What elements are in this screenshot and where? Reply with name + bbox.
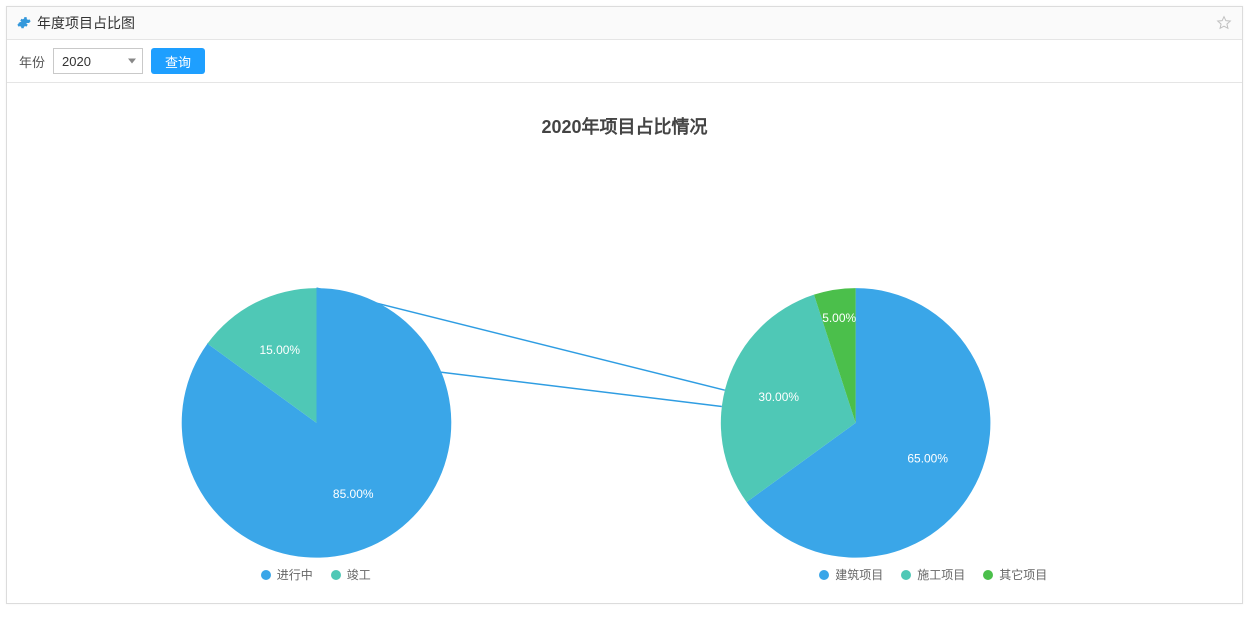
slice-label: 30.00%	[758, 390, 799, 404]
legend-label: 进行中	[277, 566, 313, 583]
year-select-value: 2020	[62, 54, 91, 69]
legend-dot	[261, 570, 271, 580]
slice-label: 15.00%	[259, 343, 300, 357]
legend-label: 建筑项目	[835, 566, 883, 583]
star-icon[interactable]	[1216, 15, 1232, 31]
slice-label: 5.00%	[822, 311, 856, 325]
legend-dot	[331, 570, 341, 580]
chart-area: 2020年项目占比情况 85.00%15.00% 65.00%30.00%5.0…	[7, 83, 1242, 603]
panel-title: 年度项目占比图	[37, 13, 135, 33]
slice-label: 85.00%	[333, 487, 374, 501]
chevron-down-icon	[128, 59, 136, 64]
chart-svg: 85.00% 15.00% 65.00% 30.00% 5.00%	[7, 83, 1242, 603]
slice-label: 65.00%	[907, 452, 948, 466]
legend-dot	[819, 570, 829, 580]
legend-item[interactable]: 竣工	[331, 566, 371, 583]
query-button[interactable]: 查询	[151, 48, 205, 74]
year-label: 年份	[19, 52, 45, 71]
gear-icon	[17, 16, 31, 30]
legend-label: 其它项目	[999, 566, 1047, 583]
legend-item[interactable]: 进行中	[261, 566, 313, 583]
panel-header: 年度项目占比图	[7, 7, 1242, 40]
legends-row: 进行中 竣工 建筑项目 施工项目 其它项目	[7, 566, 1242, 583]
toolbar: 年份 2020 查询	[7, 40, 1242, 83]
legend-item[interactable]: 其它项目	[983, 566, 1047, 583]
panel: 年度项目占比图 年份 2020 查询 2020年项目占比情况 85.00%15.…	[6, 6, 1243, 604]
panel-header-left: 年度项目占比图	[17, 13, 135, 33]
legend-dot	[983, 570, 993, 580]
legend-right: 建筑项目 施工项目 其它项目	[625, 566, 1243, 583]
year-select[interactable]: 2020	[53, 48, 143, 74]
legend-item[interactable]: 施工项目	[901, 566, 965, 583]
legend-label: 施工项目	[917, 566, 965, 583]
legend-dot	[901, 570, 911, 580]
legend-label: 竣工	[347, 566, 371, 583]
legend-left: 进行中 竣工	[7, 566, 625, 583]
legend-item[interactable]: 建筑项目	[819, 566, 883, 583]
